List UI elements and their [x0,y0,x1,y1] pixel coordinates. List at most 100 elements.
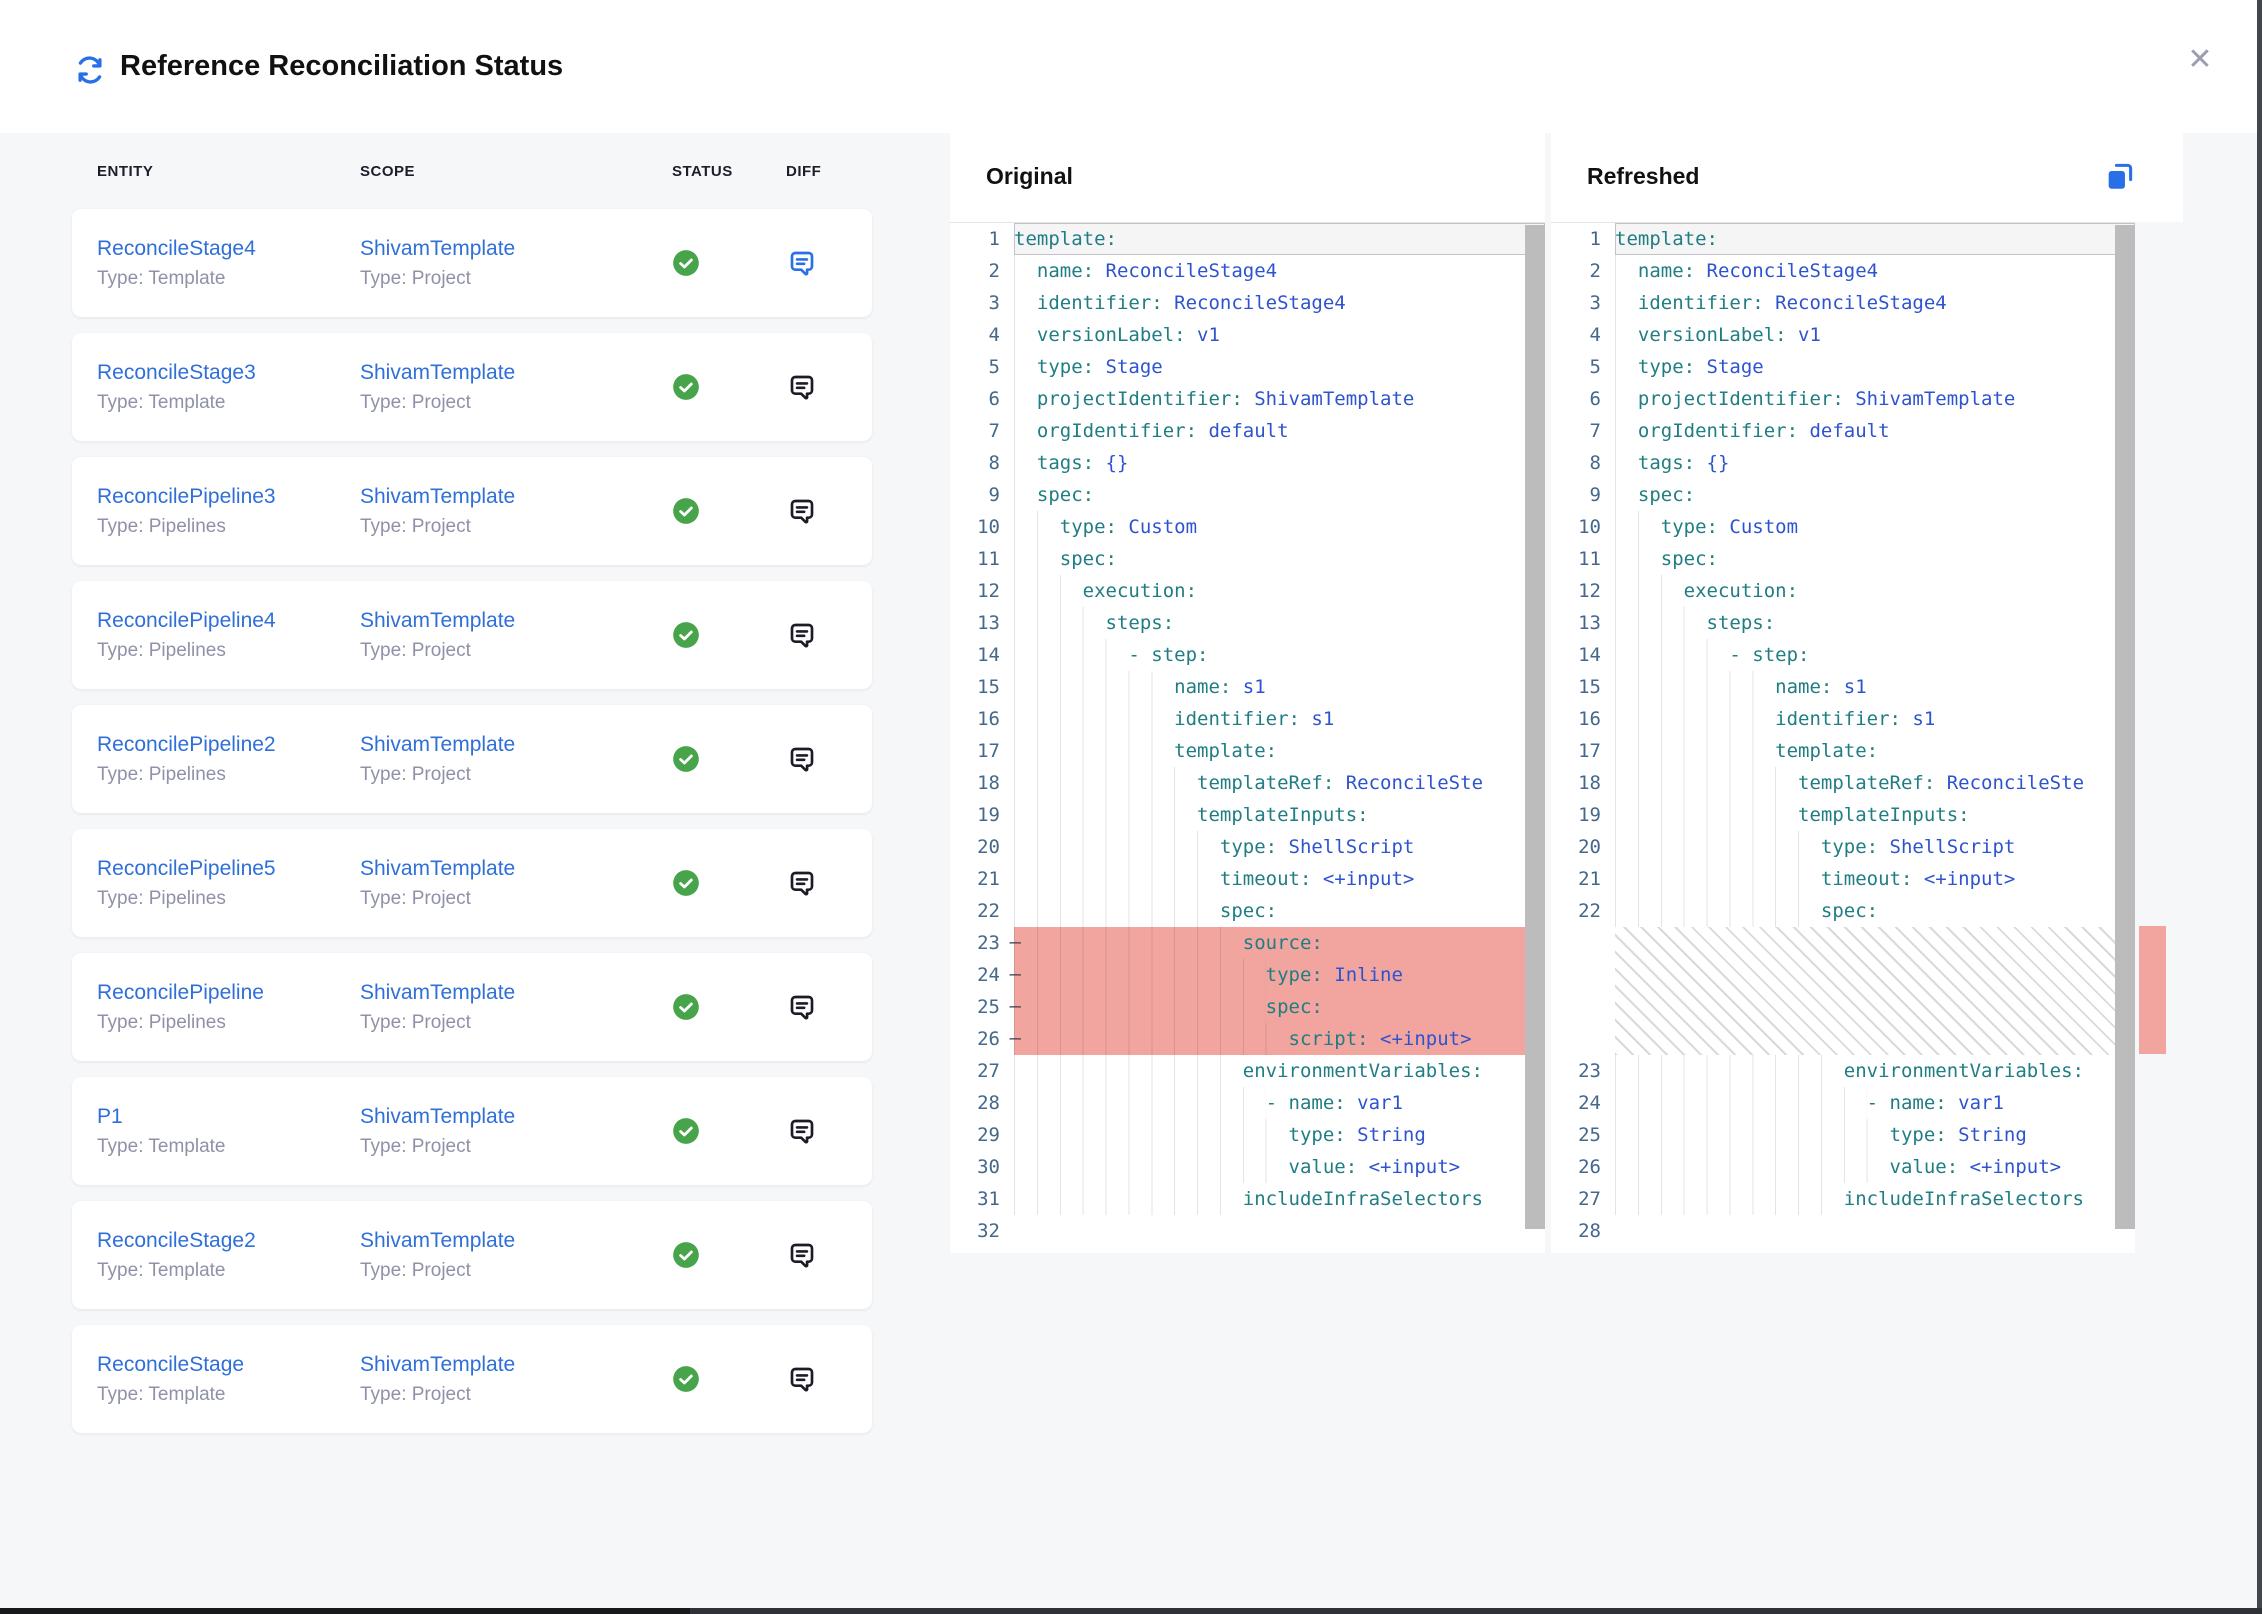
line-number: 10 [1578,516,1601,538]
entity-cell: ReconcilePipeline Type: Pipelines [97,981,360,1034]
line-number [1551,927,1615,1055]
entity-link[interactable]: P1 [97,1104,123,1128]
code-line: 28 [1551,1215,2135,1247]
refreshed-scrollbar-thumb[interactable] [2115,225,2135,1229]
line-number: 32 [977,1220,1000,1242]
entity-link[interactable]: ReconcileStage4 [97,236,256,260]
diff-button[interactable] [786,619,818,651]
close-button[interactable]: ✕ [2182,42,2218,78]
refreshed-yaml-panel: Refreshed 1 template: 2 name: ReconcileStag… [1551,133,2183,1253]
success-check-icon [673,250,699,276]
line-number: 20 [1578,836,1601,858]
scope-cell: ShivamTemplate Type: Project [360,609,672,662]
code-line: 29 type: String [950,1119,1545,1151]
yaml-key: templateRef: [1197,772,1335,794]
diff-button[interactable] [786,743,818,775]
code-line: 15 name: s1 [1551,671,2135,703]
page-title: Reference Reconciliation Status [120,50,564,82]
line-number: 14 [1578,644,1601,666]
scope-link[interactable]: ShivamTemplate [360,1104,516,1128]
entity-link[interactable]: ReconcileStage [97,1352,245,1376]
scope-link[interactable]: ShivamTemplate [360,856,516,880]
yaml-value: ReconcileSte [1935,772,2085,794]
yaml-key: type: [1288,1124,1346,1146]
entity-link[interactable]: ReconcilePipeline2 [97,732,276,756]
entity-link[interactable]: ReconcileStage2 [97,1228,256,1252]
line-number: 2 [988,260,1000,282]
scope-link[interactable]: ShivamTemplate [360,484,516,508]
code-line: 27 includeInfraSelectors [1551,1183,2135,1215]
copy-icon[interactable] [2103,159,2137,193]
refreshed-panel-title: Refreshed [1587,163,1700,189]
yaml-key: identifier: [1775,708,1901,730]
yaml-key: spec: [1820,900,1879,922]
scope-cell: ShivamTemplate Type: Project [360,485,672,538]
success-check-icon [673,746,699,772]
diff-note-icon [790,747,814,772]
diff-cell [786,1115,872,1147]
original-yaml-panel: Original 1 template: 2 name: ReconcileStage… [950,133,1545,1253]
yaml-key: templateInputs: [1197,804,1369,826]
code-line: 32 [950,1215,1545,1247]
yaml-key: execution: [1082,580,1198,602]
code-line: 24 - name: var1 [1551,1087,2135,1119]
yaml-key: spec: [1637,484,1696,506]
scope-cell: ShivamTemplate Type: Project [360,1353,672,1406]
code-line: 18 templateRef: ReconcileSte [1551,767,2135,799]
line-number: 19 [1578,804,1601,826]
diff-button[interactable] [786,1363,818,1395]
diff-button[interactable] [786,247,818,279]
diff-button[interactable] [786,1239,818,1271]
line-number: 22 [977,900,1000,922]
scope-link[interactable]: ShivamTemplate [360,1352,516,1376]
yaml-value: Custom [1717,516,1799,538]
yaml-value: <+input> [1912,868,2016,890]
line-number: 28 [1578,1220,1601,1242]
code-line: 23– source: [950,927,1545,959]
line-number: 11 [977,548,1000,570]
yaml-key: - name: [1265,1092,1346,1114]
table-row: ReconcilePipeline3 Type: Pipelines Shiva… [72,457,872,565]
code-line: 30 value: <+input> [950,1151,1545,1183]
table-row: ReconcilePipeline Type: Pipelines Shivam… [72,953,872,1061]
diff-button[interactable] [786,371,818,403]
entity-link[interactable]: ReconcileStage3 [97,360,256,384]
scope-cell: ShivamTemplate Type: Project [360,981,672,1034]
diff-button[interactable] [786,867,818,899]
code-line: 14 - step: [1551,639,2135,671]
scope-link[interactable]: ShivamTemplate [360,732,516,756]
entity-link[interactable]: ReconcilePipeline5 [97,856,276,880]
table-row: ReconcilePipeline2 Type: Pipelines Shiva… [72,705,872,813]
scope-link[interactable]: ShivamTemplate [360,608,516,632]
yaml-key: type: [1036,356,1095,378]
scope-type-label: Type: Project [360,267,471,289]
yaml-value: ReconcileStage4 [1094,260,1278,282]
yaml-key: type: [1265,964,1323,986]
scope-link[interactable]: ShivamTemplate [360,980,516,1004]
entity-link[interactable]: ReconcilePipeline [97,980,264,1004]
success-check-icon [673,1118,699,1144]
line-number: 28 [977,1092,1000,1114]
entity-link[interactable]: ReconcilePipeline4 [97,608,276,632]
yaml-key: timeout: [1820,868,1913,890]
line-number: 27 [1578,1188,1601,1210]
code-line: 10 type: Custom [950,511,1545,543]
diff-button[interactable] [786,991,818,1023]
diff-button[interactable] [786,1115,818,1147]
code-line: 3 identifier: ReconcileStage4 [950,287,1545,319]
scope-link[interactable]: ShivamTemplate [360,360,516,384]
original-scrollbar-thumb[interactable] [1525,225,1545,1229]
scope-link[interactable]: ShivamTemplate [360,1228,516,1252]
entity-link[interactable]: ReconcilePipeline3 [97,484,276,508]
yaml-value: <+input> [1368,1028,1472,1050]
line-number: 10 [977,516,1000,538]
yaml-value: Stage [1094,356,1163,378]
diff-button[interactable] [786,495,818,527]
line-number: 24– [950,959,1021,991]
yaml-key: spec: [1265,996,1323,1018]
diff-note-icon [790,1367,814,1392]
line-number: 23 [1578,1060,1601,1082]
code-line: 15 name: s1 [950,671,1545,703]
code-line: 21 timeout: <+input> [1551,863,2135,895]
scope-link[interactable]: ShivamTemplate [360,236,516,260]
